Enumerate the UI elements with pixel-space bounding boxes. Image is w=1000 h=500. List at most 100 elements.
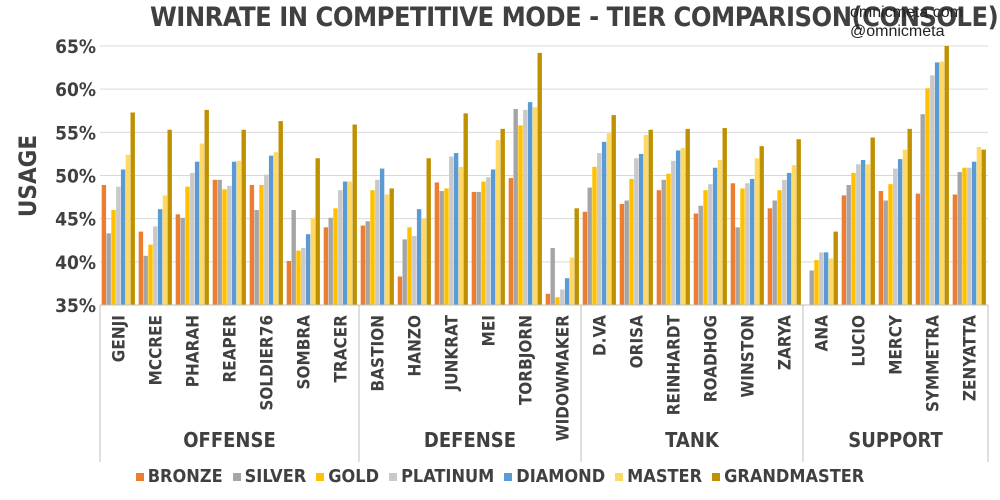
- bar: [545, 293, 551, 305]
- credit-handle: @omnicmeta: [850, 23, 945, 40]
- bar: [426, 158, 431, 305]
- bar: [754, 158, 760, 305]
- bar: [508, 178, 514, 305]
- bar: [634, 158, 639, 305]
- bar: [310, 217, 316, 305]
- bar: [421, 218, 427, 305]
- legend-item: GOLD: [316, 466, 379, 487]
- bar: [148, 244, 153, 305]
- bar: [518, 125, 523, 306]
- bar: [939, 61, 945, 305]
- bar: [254, 210, 259, 305]
- bar: [592, 166, 597, 305]
- bar: [130, 112, 135, 305]
- bar: [222, 189, 227, 305]
- bar: [976, 147, 982, 305]
- bar: [851, 172, 856, 305]
- bar: [217, 179, 222, 305]
- legend-label: SILVER: [244, 466, 307, 487]
- bar: [323, 227, 329, 305]
- category-label: ZARYA: [776, 315, 796, 370]
- bar: [212, 179, 218, 305]
- bar: [796, 139, 801, 305]
- bar: [730, 183, 736, 305]
- bar: [897, 159, 903, 305]
- y-tick-label: 45%: [55, 209, 96, 231]
- bar: [153, 226, 158, 305]
- bar: [241, 129, 246, 305]
- bar: [347, 181, 353, 305]
- legend-item: DIAMOND: [504, 466, 605, 487]
- bar: [693, 213, 699, 305]
- bar: [481, 181, 486, 305]
- bar: [476, 191, 481, 305]
- bar: [278, 121, 283, 305]
- bar: [185, 186, 190, 305]
- legend-swatch: [316, 472, 325, 481]
- bar: [870, 137, 875, 305]
- bar: [883, 200, 888, 305]
- bar: [527, 102, 533, 306]
- bar-chart: 35% 40% 45% 50% 55% 60% 65% USAGE GENJI MCCREE PHA…: [14, 36, 989, 462]
- bar: [101, 185, 107, 305]
- legend-label: GRANDMASTER: [724, 466, 865, 487]
- bar: [772, 200, 777, 305]
- group-label: TANK: [665, 428, 720, 452]
- bar: [675, 150, 681, 305]
- bar: [397, 276, 403, 305]
- legend-label: BRONZE: [147, 466, 223, 487]
- bar: [934, 62, 940, 306]
- legend-swatch: [135, 472, 144, 481]
- category-label: ORISA: [628, 315, 648, 368]
- bar: [722, 128, 727, 305]
- bar: [952, 194, 958, 305]
- bar: [735, 227, 740, 305]
- category-label: TRACER: [332, 315, 352, 383]
- category-label: GENJI: [110, 315, 130, 362]
- bar: [809, 270, 814, 305]
- bar: [967, 167, 972, 305]
- bar: [624, 200, 629, 305]
- category-label: PHARAH: [184, 315, 204, 387]
- bar: [370, 190, 375, 305]
- legend-swatch: [389, 472, 398, 481]
- bar: [601, 141, 607, 305]
- category-label: TORBJORN: [517, 315, 537, 405]
- bar: [828, 258, 834, 305]
- bar: [471, 191, 477, 305]
- category-label: ZENYATTA: [961, 315, 981, 401]
- bar: [106, 233, 111, 305]
- bar: [157, 209, 163, 305]
- legend-item: PLATINUM: [389, 466, 494, 487]
- credit-website: omnicmeta.com: [850, 4, 963, 21]
- bar: [273, 152, 279, 305]
- legend-label: MASTER: [627, 466, 703, 487]
- legend-label: DIAMOND: [516, 466, 606, 487]
- bar: [920, 114, 925, 305]
- bar: [819, 252, 824, 305]
- bar: [981, 149, 986, 305]
- bar: [643, 134, 649, 305]
- bar: [199, 143, 205, 305]
- bar: [120, 169, 126, 305]
- bar: [814, 260, 819, 305]
- bar: [125, 154, 131, 305]
- bar: [841, 195, 847, 305]
- bar: [777, 190, 782, 305]
- bar: [338, 190, 343, 305]
- legend-item: BRONZE: [135, 466, 223, 487]
- bar: [384, 194, 390, 305]
- legend-swatch: [504, 472, 513, 481]
- category-label: SOMBRA: [295, 315, 315, 390]
- bar: [555, 297, 560, 305]
- bar: [569, 257, 575, 305]
- bar: [574, 208, 579, 305]
- category-label: LUCIO: [850, 315, 870, 366]
- bar: [249, 185, 255, 305]
- bar: [301, 248, 306, 305]
- bar: [759, 146, 764, 305]
- bar: [745, 183, 750, 305]
- bar: [416, 209, 422, 305]
- bar: [532, 107, 538, 305]
